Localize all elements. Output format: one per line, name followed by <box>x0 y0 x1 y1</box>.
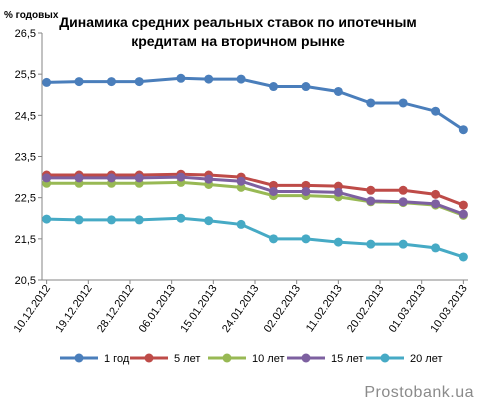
y-tick-label: 22,5 <box>15 193 36 205</box>
x-tick-label: 10.03.2013 <box>428 283 469 335</box>
data-point <box>269 82 279 92</box>
data-point <box>431 243 441 253</box>
x-tick-label: 28.12.2012 <box>95 283 136 335</box>
x-tick-label: 02.02.2013 <box>262 283 303 335</box>
y-tick-label: 21,5 <box>15 234 36 246</box>
y-tick-label: 26,5 <box>15 28 36 40</box>
data-point <box>176 213 186 223</box>
data-point <box>458 209 468 219</box>
data-point <box>269 186 279 196</box>
series-line <box>46 76 465 131</box>
legend-label: 1 год <box>104 353 130 365</box>
data-point <box>74 173 84 183</box>
legend-marker <box>222 353 232 363</box>
data-point <box>301 82 311 92</box>
data-point <box>236 176 246 186</box>
data-point <box>204 216 214 226</box>
data-point <box>301 186 311 196</box>
data-point <box>333 187 343 197</box>
data-point <box>176 172 186 182</box>
series-line <box>46 175 464 216</box>
data-point <box>431 106 441 116</box>
data-point <box>398 197 408 207</box>
data-point <box>134 173 144 183</box>
data-point <box>204 74 214 84</box>
data-point <box>431 199 441 209</box>
x-tick-label: 24.01.2013 <box>220 283 261 335</box>
legend-label: 15 лет <box>331 353 364 365</box>
data-point <box>366 239 376 249</box>
data-point <box>398 239 408 249</box>
legend-label: 20 лет <box>410 353 443 365</box>
y-tick-label: 24,5 <box>15 110 36 122</box>
series-line <box>46 216 464 259</box>
data-point <box>458 252 468 262</box>
data-point <box>74 215 84 225</box>
data-point <box>398 98 408 108</box>
data-point <box>74 77 84 87</box>
data-point <box>398 185 408 195</box>
series-line <box>46 172 464 207</box>
legend-marker <box>74 353 84 363</box>
x-tick-label: 01.03.2013 <box>387 283 428 335</box>
x-tick-label: 19.12.2012 <box>53 283 94 335</box>
legend-label: 10 лет <box>252 353 285 365</box>
data-point <box>366 196 376 206</box>
x-tick-label: 06.01.2013 <box>137 283 178 335</box>
data-point <box>269 234 279 244</box>
data-point <box>269 180 279 190</box>
data-point <box>301 180 311 190</box>
data-point <box>458 125 468 135</box>
data-point <box>333 86 343 96</box>
data-point <box>106 215 116 225</box>
data-point <box>366 98 376 108</box>
x-tick-label: 20.02.2013 <box>345 283 386 335</box>
data-point <box>42 214 52 224</box>
chart-title: кредитам на вторичном рынке <box>131 33 345 49</box>
data-point <box>106 77 116 87</box>
data-point <box>42 77 52 87</box>
y-tick-label: 23,5 <box>15 152 36 164</box>
data-point <box>301 234 311 244</box>
legend-marker <box>380 353 390 363</box>
data-point <box>42 173 52 183</box>
legend-marker <box>144 353 154 363</box>
data-point <box>236 219 246 229</box>
x-tick-label: 11.02.2013 <box>304 283 345 334</box>
data-point <box>134 77 144 87</box>
data-point <box>458 200 468 210</box>
legend-marker <box>301 353 311 363</box>
watermark: Prostobank.ua <box>364 384 474 401</box>
data-point <box>333 237 343 247</box>
data-point <box>366 185 376 195</box>
data-point <box>236 182 246 192</box>
data-point <box>134 215 144 225</box>
data-point <box>236 74 246 84</box>
y-axis-label: % годовых <box>4 10 59 21</box>
x-tick-label: 10.12.2012 <box>12 283 53 335</box>
data-point <box>106 173 116 183</box>
data-point <box>431 189 441 199</box>
data-point <box>204 174 214 184</box>
chart-title: Динамика средних реальных ставок по ипот… <box>59 14 417 30</box>
data-point <box>176 73 186 83</box>
legend-label: 5 лет <box>174 353 200 365</box>
y-tick-label: 25,5 <box>15 69 36 81</box>
x-tick-label: 15.01.2013 <box>178 283 219 335</box>
y-tick-label: 20,5 <box>15 275 36 287</box>
data-point <box>333 181 343 191</box>
